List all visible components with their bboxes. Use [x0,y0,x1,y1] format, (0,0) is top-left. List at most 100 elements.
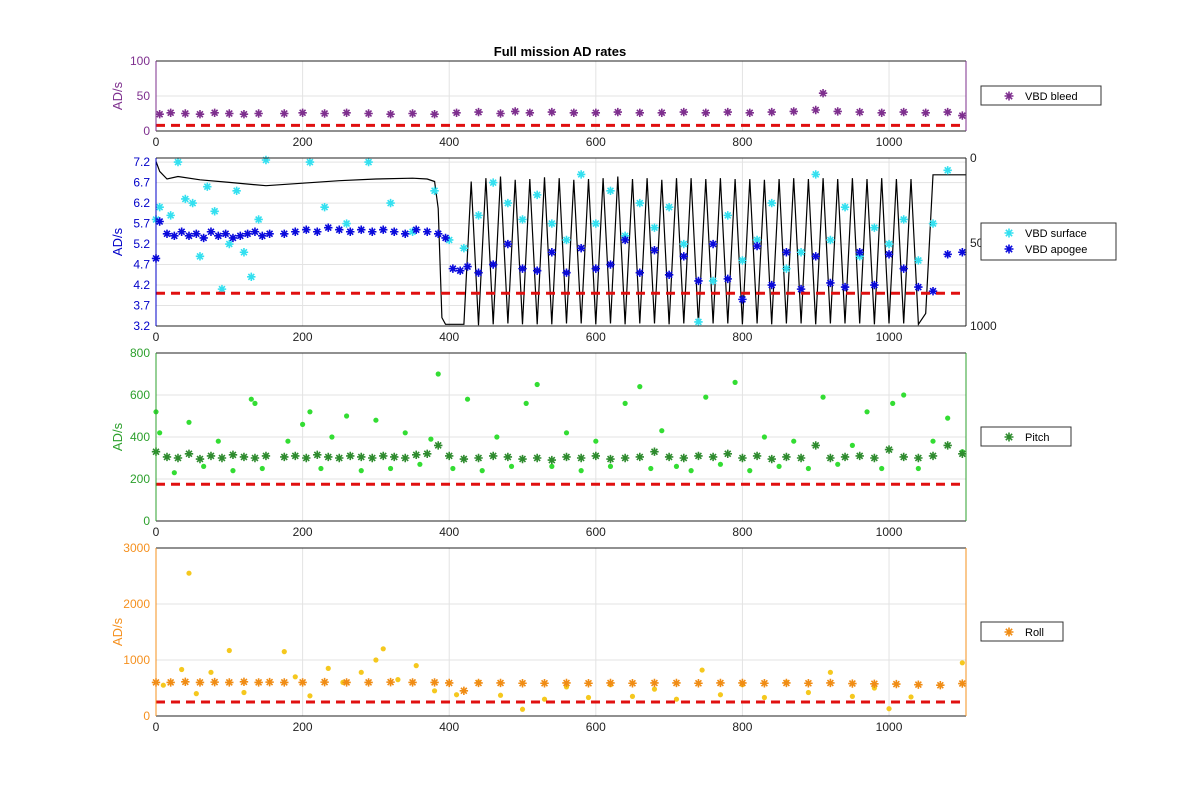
y-tick-label: 5.7 [133,217,150,231]
data-point [890,400,896,406]
data-point [488,451,498,461]
data-point [265,229,274,239]
data-point [835,461,841,467]
data-point [430,678,439,687]
x-tick-label: 600 [586,330,606,344]
chart-title: Full mission AD rates [494,44,626,59]
data-point [452,108,461,117]
data-point [593,438,599,444]
x-tick-label: 1000 [876,525,903,539]
legend-roll: Roll [980,621,1064,642]
data-point [184,449,194,458]
data-point [679,453,688,463]
data-point [386,198,395,208]
data-point [254,678,263,687]
data-point [390,227,399,236]
data-point [252,400,258,406]
data-point [767,198,776,208]
data-point [651,686,658,692]
data-point [657,108,666,117]
data-point [368,453,377,463]
data-point [782,678,791,688]
data-point [930,438,936,444]
data-point [474,211,483,220]
data-point [298,108,307,117]
data-point [826,453,835,463]
data-point [192,229,201,239]
legend-box [980,621,1064,642]
data-point [708,452,718,462]
data-point [723,274,732,284]
data-point [576,243,586,253]
data-point [732,379,738,385]
data-point [261,155,271,165]
y-tick-label: 5.2 [133,237,150,251]
data-point [368,227,377,236]
data-point [679,239,688,249]
data-point [459,243,469,253]
data-point [239,452,249,462]
x-tick-label: 400 [439,720,459,734]
data-point [441,233,450,243]
data-point [826,278,835,288]
data-point [811,441,820,450]
data-point [313,227,322,236]
data-point [659,428,665,434]
legend-box [980,85,1102,106]
data-point [307,693,313,699]
x-tick-label: 800 [732,525,752,539]
data-point [206,227,216,236]
data-point [450,465,456,472]
data-point [474,678,483,688]
data-point [576,170,586,179]
data-point [221,229,230,239]
data-point [232,186,241,195]
data-point [291,451,300,461]
data-point [827,669,833,675]
data-point [241,689,247,696]
data-point [591,451,601,461]
data-point [518,454,527,464]
data-point [767,280,776,290]
data-point [849,693,855,700]
data-point [650,245,659,255]
data-point [395,677,401,683]
data-point [401,453,410,463]
data-point [188,198,197,208]
data-point [463,262,472,271]
data-point [679,252,688,261]
data-point [199,233,208,243]
data-point [576,453,586,463]
data-point [184,231,194,241]
data-point [694,276,703,286]
data-point [430,186,439,195]
x-tick-label: 800 [732,720,752,734]
data-point [280,678,289,687]
data-point [358,468,364,474]
data-point [230,468,236,474]
y-tick-label: 800 [130,346,150,360]
data-point [474,107,483,117]
data-point [849,442,855,448]
data-point [811,170,820,179]
data-point [886,706,892,712]
data-point [635,268,645,277]
data-point [291,227,300,236]
data-point [826,235,835,245]
data-point [248,396,254,402]
data-point [620,453,630,463]
x-tick-label: 0 [153,135,160,149]
data-point [320,677,329,687]
data-point [329,434,335,440]
data-point [173,157,183,167]
panel-pitch: 0 200 400 600 800 1000 0 200 400 600 800 AD/s Pitch [110,346,1072,539]
data-point [650,678,659,688]
panel-bleed: 0 200 400 600 800 1000 0 50 100 AD/s VBD bleed [110,54,1102,149]
data-point [884,250,894,259]
data-point [503,452,513,462]
data-point [664,452,674,462]
data-point [761,694,768,701]
data-point [412,225,421,234]
data-point [664,270,674,279]
data-point [386,110,395,119]
